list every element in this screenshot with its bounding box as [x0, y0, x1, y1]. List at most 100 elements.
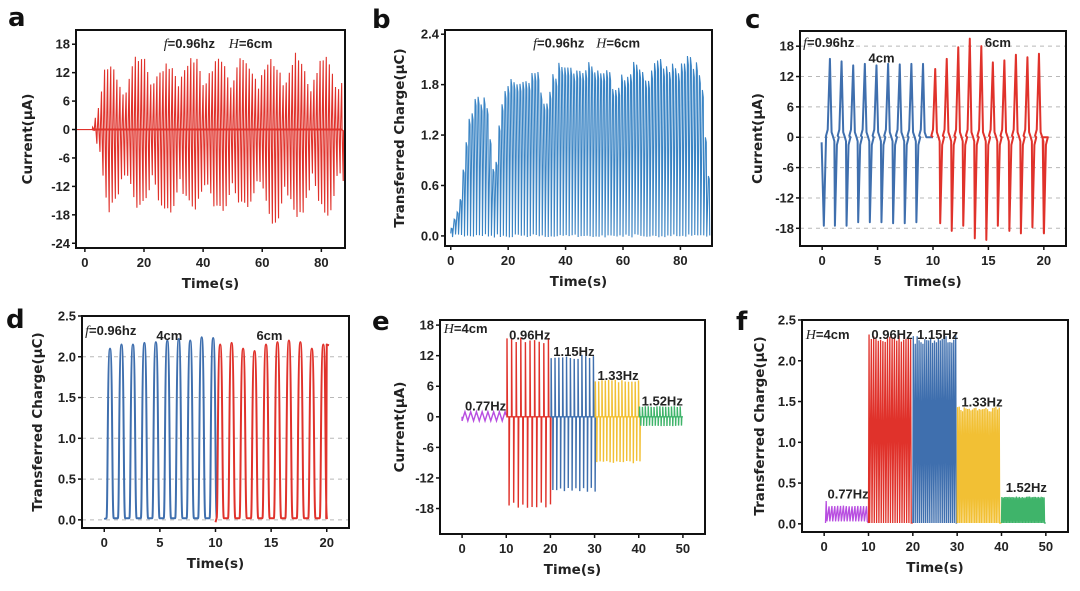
annotation-label: 1.33Hz [597, 368, 639, 383]
annotation-label: 0.96Hz [871, 327, 913, 342]
annotation-text: 1.33Hz [597, 368, 639, 383]
series-line [450, 55, 711, 238]
series-line [824, 500, 870, 524]
x-tick-label: 0 [447, 253, 454, 268]
annotation-label: 1.15Hz [917, 327, 959, 342]
x-axis-label: Time(s) [906, 560, 963, 576]
x-tick-label: 30 [587, 541, 601, 556]
y-tick-label: 6 [787, 99, 794, 114]
x-tick-label: 20 [906, 539, 920, 554]
series-line [103, 336, 218, 520]
x-tick-label: 40 [196, 255, 210, 270]
x-tick-label: 40 [632, 541, 646, 556]
y-tick-label: -18 [775, 221, 794, 236]
series-line [550, 354, 597, 492]
annotation-text: =0.96hz [807, 35, 855, 50]
annotation-text: 4cm [869, 50, 895, 65]
annotation-symbol: f [533, 37, 539, 52]
y-axis-label: Transferred Charge(μC) [392, 48, 408, 227]
x-tick-label: 20 [137, 255, 151, 270]
plot-frame [801, 319, 1069, 533]
y-tick-label: -6 [58, 150, 70, 165]
annotation-symbol: H [228, 37, 240, 52]
series-line [867, 334, 913, 524]
annotation-text: =4cm [816, 327, 850, 342]
annotation-symbol: H [595, 37, 607, 52]
series-line [956, 406, 1002, 524]
x-tick-label: 15 [981, 253, 995, 268]
annotation-label: 4cm [869, 50, 895, 65]
x-tick-label: 5 [156, 535, 163, 550]
annotation-label: 4cm [156, 328, 182, 343]
annotation-symbol: f [803, 36, 809, 51]
annotation-symbol: H [443, 322, 455, 337]
annotation-text: 0.77Hz [465, 399, 507, 414]
plot-frame [439, 319, 706, 535]
x-tick-label: 0 [458, 541, 465, 556]
y-axis-label: Current(μA) [392, 382, 408, 473]
y-tick-label: 12 [56, 65, 70, 80]
plot-area [461, 337, 683, 508]
y-tick-label: -18 [415, 501, 434, 516]
panel-letter: b [372, 5, 391, 35]
y-tick-label: 0.6 [421, 178, 439, 193]
series-line [461, 409, 507, 424]
y-tick-label: 2.4 [421, 27, 440, 42]
x-tick-label: 0 [101, 535, 108, 550]
panel-d: d 0.0 0.5 1.0 1.5 2.0 2.5 0 5 10 15 20 Time(s) Trans… [6, 305, 350, 572]
annotation-text: 0.77Hz [827, 487, 869, 502]
x-tick-label: 0 [821, 539, 828, 554]
annotation-text: =0.96hz [89, 323, 137, 338]
x-axis-label: Time(s) [550, 274, 607, 290]
y-tick-label: 0 [63, 122, 70, 137]
y-axis-label: Transferred Charge(μC) [30, 332, 46, 511]
x-tick-label: 40 [994, 539, 1008, 554]
annotation-label: 0.96Hz [509, 327, 551, 342]
y-tick-label: 6 [63, 94, 70, 109]
annotation-text: 1.33Hz [961, 395, 1003, 410]
annotation-text: 4cm [156, 328, 182, 343]
annotation-label: H=6cm [595, 36, 640, 52]
annotation-text: 1.52Hz [642, 394, 684, 409]
series-line [214, 339, 330, 523]
annotation-label: f=0.96hz [803, 35, 855, 51]
annotation-label: 6cm [985, 35, 1011, 50]
annotation-text: 1.15Hz [917, 327, 959, 342]
y-tick-label: 0.5 [58, 472, 76, 487]
plot-frame [75, 29, 346, 249]
panel-a: a -24 -18 -12 -6 0 6 12 18 0 20 40 60 80 Time(s) Curre… [8, 3, 346, 292]
annotation-label: H=4cm [443, 321, 488, 337]
y-tick-label: 1.5 [778, 394, 796, 409]
annotation-label: 1.15Hz [553, 344, 595, 359]
x-tick-label: 10 [208, 535, 222, 550]
y-tick-label: 0 [787, 130, 794, 145]
panel-letter: a [8, 3, 26, 33]
panel-letter: d [6, 305, 25, 335]
annotation-text: 1.52Hz [1006, 480, 1048, 495]
series-line [930, 37, 1049, 241]
annotation-text: =0.96hz [537, 36, 585, 51]
plot-area [103, 336, 330, 523]
annotation-text: 6cm [985, 35, 1011, 50]
x-tick-label: 60 [616, 253, 630, 268]
y-tick-label: -6 [782, 160, 794, 175]
y-tick-label: 0.0 [421, 228, 439, 243]
annotation-label: 6cm [256, 328, 282, 343]
annotation-label: 1.33Hz [961, 395, 1003, 410]
x-tick-label: 20 [1037, 253, 1051, 268]
y-tick-label: 0.0 [58, 512, 76, 527]
y-tick-label: 18 [56, 37, 70, 52]
y-tick-label: -12 [415, 470, 434, 485]
x-tick-label: 0 [819, 253, 826, 268]
series-line [820, 57, 933, 227]
y-tick-label: -6 [422, 440, 434, 455]
annotation-symbol: f [85, 324, 91, 339]
y-tick-label: 2.0 [778, 353, 796, 368]
y-tick-label: 1.5 [58, 390, 76, 405]
annotation-label: f=0.96hz [164, 36, 216, 52]
y-tick-label: 1.8 [421, 77, 439, 92]
y-tick-label: 1.0 [778, 435, 796, 450]
annotation-label: 1.52Hz [642, 394, 684, 409]
annotation-text: =4cm [454, 321, 488, 336]
annotation-symbol: f [164, 37, 170, 52]
